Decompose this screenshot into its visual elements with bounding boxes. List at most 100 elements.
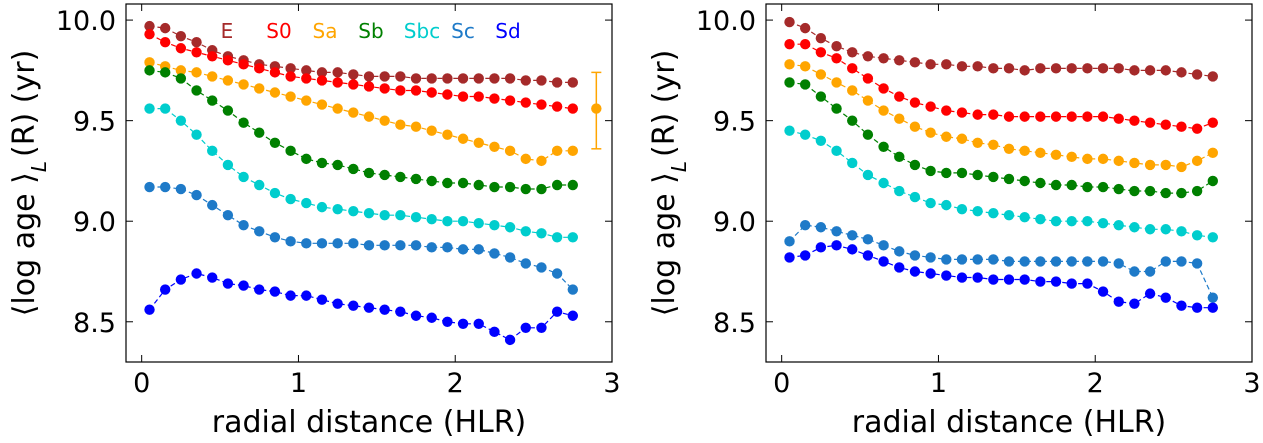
x-tick-label: 3 bbox=[1243, 368, 1260, 399]
data-point bbox=[1003, 111, 1015, 122]
series-line bbox=[149, 25, 573, 84]
series-sa bbox=[784, 59, 1219, 173]
data-point bbox=[222, 75, 234, 86]
data-point bbox=[815, 135, 827, 146]
data-point bbox=[567, 103, 579, 114]
data-point bbox=[831, 77, 842, 88]
data-point bbox=[1003, 274, 1015, 285]
data-point bbox=[301, 65, 312, 76]
x-tick-label: 2 bbox=[1087, 368, 1104, 399]
data-point bbox=[1097, 63, 1109, 74]
series-s0 bbox=[784, 39, 1219, 134]
series-e bbox=[144, 20, 579, 88]
data-point bbox=[909, 266, 921, 277]
data-point bbox=[442, 242, 453, 253]
data-point bbox=[520, 226, 531, 237]
data-point bbox=[191, 268, 202, 279]
data-point bbox=[410, 73, 422, 84]
data-point bbox=[332, 298, 343, 309]
data-point bbox=[567, 77, 579, 88]
data-point bbox=[1144, 185, 1156, 197]
data-point bbox=[1066, 151, 1077, 163]
data-point bbox=[784, 39, 795, 50]
data-point bbox=[925, 252, 936, 263]
data-point bbox=[1066, 63, 1077, 74]
data-point bbox=[207, 51, 218, 62]
data-point bbox=[1113, 183, 1124, 195]
data-point bbox=[379, 83, 390, 94]
data-point bbox=[536, 75, 547, 86]
data-point bbox=[878, 240, 889, 251]
data-point bbox=[222, 278, 234, 289]
data-point bbox=[894, 262, 905, 273]
data-point bbox=[1019, 175, 1030, 187]
data-point bbox=[1207, 117, 1219, 128]
data-point bbox=[457, 244, 469, 255]
data-point bbox=[1082, 153, 1093, 165]
data-point bbox=[1129, 65, 1140, 76]
data-point bbox=[410, 310, 422, 321]
data-point bbox=[285, 63, 296, 74]
data-point bbox=[159, 284, 171, 295]
data-point bbox=[410, 211, 422, 223]
data-point bbox=[379, 304, 390, 315]
data-point bbox=[1066, 111, 1077, 122]
data-point bbox=[489, 73, 500, 84]
data-point bbox=[1129, 266, 1140, 277]
data-point bbox=[348, 107, 359, 118]
data-point bbox=[332, 159, 343, 171]
data-point bbox=[1050, 63, 1062, 74]
series-line bbox=[789, 63, 1214, 168]
data-point bbox=[301, 238, 312, 249]
data-point bbox=[301, 73, 312, 84]
data-point bbox=[144, 20, 155, 32]
data-point bbox=[799, 61, 811, 72]
data-point bbox=[285, 145, 296, 157]
data-point bbox=[379, 209, 390, 221]
data-point bbox=[1207, 147, 1219, 159]
legend-label-s0: S0 bbox=[266, 19, 291, 43]
data-point bbox=[1160, 292, 1171, 303]
data-point bbox=[1066, 256, 1077, 267]
data-point bbox=[222, 209, 234, 221]
data-point bbox=[175, 65, 187, 76]
data-point bbox=[956, 167, 968, 179]
data-point bbox=[159, 103, 171, 114]
data-point bbox=[1113, 258, 1124, 269]
data-point bbox=[956, 61, 968, 72]
data-point bbox=[520, 97, 531, 108]
data-point bbox=[332, 77, 343, 88]
data-point bbox=[941, 254, 952, 265]
data-point bbox=[784, 252, 795, 263]
data-point bbox=[254, 63, 265, 74]
data-point bbox=[1066, 179, 1077, 191]
data-point bbox=[567, 284, 579, 295]
legend-label-sa: Sa bbox=[313, 19, 338, 43]
data-point bbox=[1176, 256, 1187, 267]
data-point bbox=[1082, 256, 1093, 267]
data-point bbox=[520, 153, 531, 165]
x-tick-label: 1 bbox=[290, 368, 307, 399]
data-point bbox=[1097, 256, 1109, 267]
data-point bbox=[1097, 153, 1109, 165]
data-point bbox=[489, 141, 500, 152]
data-point bbox=[551, 268, 563, 279]
data-point bbox=[1144, 117, 1156, 128]
data-point bbox=[988, 207, 999, 219]
data-point bbox=[457, 177, 469, 189]
data-point bbox=[1113, 155, 1124, 167]
data-point bbox=[175, 115, 187, 126]
data-point bbox=[1144, 266, 1156, 277]
y-axis-label: ⟨log age ⟩L(R) (yr) bbox=[7, 50, 51, 317]
data-point bbox=[894, 55, 905, 66]
data-point bbox=[831, 103, 842, 114]
data-point bbox=[1035, 276, 1046, 287]
data-point bbox=[1176, 121, 1187, 132]
x-tick-label: 3 bbox=[603, 368, 620, 399]
data-point bbox=[1035, 111, 1046, 122]
data-point bbox=[1019, 256, 1030, 267]
data-point bbox=[831, 145, 842, 157]
data-point bbox=[363, 207, 375, 219]
data-point bbox=[862, 95, 874, 106]
